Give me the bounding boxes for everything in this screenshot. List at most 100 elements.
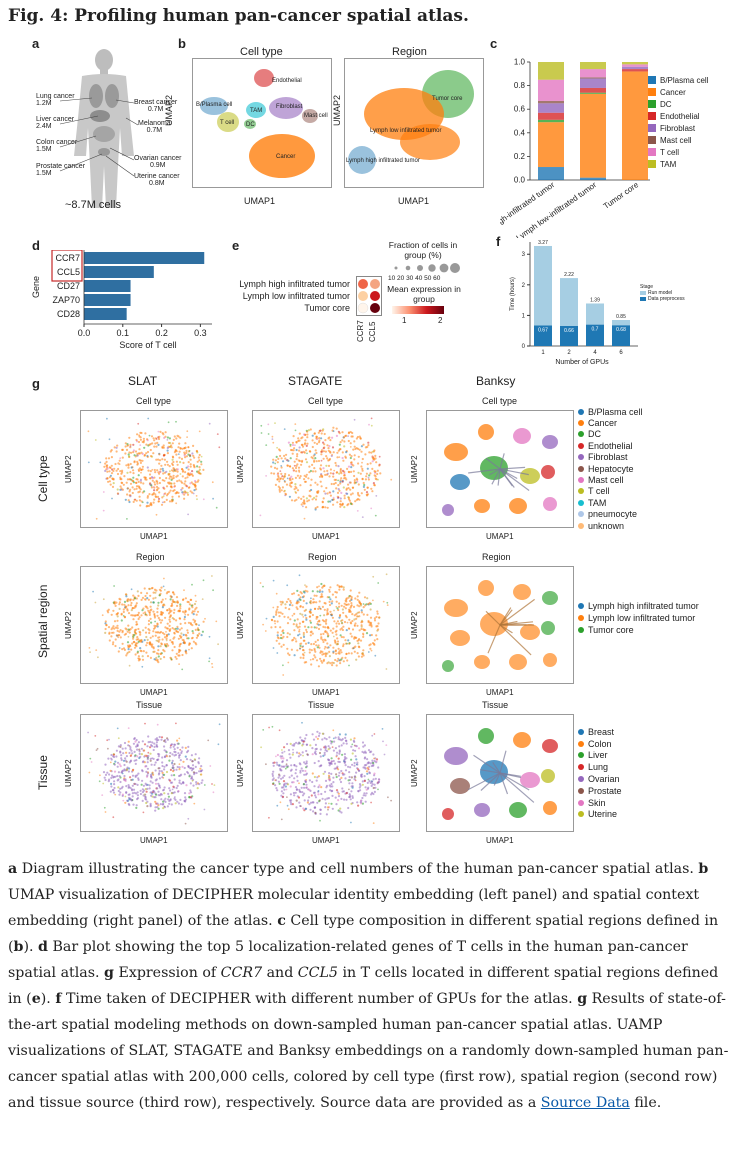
- c-bar-segment: [622, 64, 648, 67]
- g-legend-item: Cancer: [578, 417, 643, 428]
- g-legend-dot: [578, 442, 584, 449]
- g-legend-dot: [578, 420, 584, 427]
- g-cluster-blob: [513, 584, 531, 600]
- c-bar-segment: [538, 167, 564, 180]
- g-legend-dot: [578, 615, 584, 621]
- c-legend-item: Endothelial: [648, 110, 708, 122]
- e-size-ticks: 10 20 30 40 50 60: [388, 275, 441, 282]
- g-legend-item: DC: [578, 429, 643, 440]
- c-bar-segment: [538, 122, 564, 168]
- c-bar-segment: [580, 177, 606, 180]
- g-cluster-blob: [474, 803, 490, 817]
- d-ytick: CD28: [57, 309, 80, 319]
- g-legend-tissue: Breast Colon Liver Lung Ovarian Prostate Skin U…: [578, 726, 622, 820]
- f-xtick: 6: [619, 350, 623, 356]
- g-legend-dot: [578, 776, 584, 783]
- g-legend-dot: [578, 627, 584, 633]
- g-ylabel: UMAP2: [410, 759, 419, 787]
- f-prep-label: 0.7: [592, 327, 599, 333]
- f-xtick: 1: [541, 350, 545, 356]
- panel-letter-g: g: [32, 376, 40, 391]
- g-subplot-title: Cell type: [136, 396, 172, 406]
- g-legend-dot: [578, 752, 584, 759]
- g-legend-label: DC: [588, 429, 601, 440]
- g-legend-label: Cancer: [588, 418, 618, 429]
- e-size-legend: [394, 263, 460, 273]
- caption-panel-ref: a: [8, 861, 18, 877]
- g-legend-item: Prostate: [578, 785, 622, 797]
- dot-core-ccr7: [357, 302, 369, 314]
- g-col-title: Banksy: [476, 374, 516, 388]
- f-legend-label: Data preprocess: [648, 296, 685, 302]
- panel-letter-e: e: [232, 238, 240, 253]
- e-row-label: Lymph low infiltrated tumor: [242, 291, 350, 301]
- g-cluster-blob: [474, 655, 490, 669]
- f-bar-preprocess: [586, 324, 604, 346]
- g-legend-dot: [578, 764, 584, 771]
- g-legend-item: Uterine: [578, 809, 622, 821]
- g-legend-item: T cell: [578, 486, 643, 497]
- f-bar-preprocess: [612, 325, 630, 346]
- g-cluster-blob: [442, 808, 454, 820]
- d-ylabel: Gene: [31, 276, 41, 298]
- source-data-link[interactable]: Source Data: [540, 1095, 630, 1111]
- c-bar-segment: [580, 62, 606, 70]
- c-xtick: Tumor core: [602, 180, 641, 211]
- g-legend-label: Colon: [588, 738, 612, 749]
- g-legend-item: pneumocyte: [578, 509, 643, 520]
- caption-text: Results of state-of-the-art spatial mode…: [8, 991, 729, 1111]
- f-ytick: 1: [522, 313, 526, 319]
- lbl-tam: TAM: [250, 108, 263, 114]
- f-bar-run: [612, 320, 630, 326]
- g-legend-item: unknown: [578, 520, 643, 531]
- g-legend-dot: [578, 488, 584, 495]
- g-cluster-blob: [474, 499, 490, 513]
- g-cluster-blob: [513, 732, 531, 748]
- g-legend-label: T cell: [588, 486, 610, 497]
- c-legend-item: DC: [648, 98, 708, 110]
- f-legend-swatch: [640, 297, 646, 301]
- g-col-title: SLAT: [128, 374, 158, 388]
- f-legend: Stage Run model Data preprocess: [640, 284, 685, 302]
- e-color-title: Mean expression in group: [387, 284, 461, 304]
- c-legend-label: TAM: [660, 159, 677, 169]
- g-subplot-title: Tissue: [482, 700, 509, 710]
- g-legend-dot: [578, 740, 584, 747]
- g-xlabel: UMAP1: [486, 532, 514, 541]
- g-legend-dot: [578, 454, 584, 461]
- g-cluster-blob: [444, 747, 468, 765]
- g-legend-celltype: B/Plasma cell Cancer DC Endothelial Fibrobla…: [578, 406, 643, 531]
- c-legend-swatch: [648, 112, 656, 120]
- g-ylabel: UMAP2: [236, 759, 245, 787]
- d-highlight-box: [51, 250, 83, 282]
- f-total-label: 3.27: [538, 240, 548, 246]
- c-legend-swatch: [648, 88, 656, 96]
- g-legend-dot: [578, 799, 584, 806]
- b-right-title: Region: [392, 46, 427, 58]
- g-cluster-blob: [478, 728, 494, 744]
- g-subplot-title: Region: [482, 552, 511, 562]
- c-legend-item: Fibroblast: [648, 122, 708, 134]
- g-legend-item: B/Plasma cell: [578, 406, 643, 417]
- c-bar-segment: [580, 78, 606, 88]
- f-prep-label: 0.66: [564, 328, 574, 334]
- caption-text: in T cells located in different spatial …: [8, 965, 719, 1007]
- human-body-illustration: [74, 49, 134, 208]
- e-col-ccr7: CCR7: [356, 320, 365, 342]
- g-legend-label: Breast: [588, 726, 615, 737]
- c-legend-label: Mast cell: [660, 135, 692, 145]
- g-xlabel: UMAP1: [312, 688, 340, 697]
- c-legend-swatch: [648, 160, 656, 168]
- g-legend-label: Skin: [588, 797, 606, 808]
- g-legend-label: Lymph high infiltrated tumor: [588, 601, 699, 611]
- g-xlabel: UMAP1: [486, 836, 514, 845]
- g-umap-plot: [426, 410, 574, 528]
- c-bar-segment: [622, 62, 648, 65]
- c-legend-item: B/Plasma cell: [648, 74, 708, 86]
- f-bar-run: [534, 245, 552, 326]
- g-cluster-blob: [478, 424, 494, 440]
- c-legend-label: Cancer: [660, 87, 686, 97]
- caption-text: Cell type composition in different spati…: [8, 913, 719, 955]
- figure-title: Fig. 4: Profiling human pan-cancer spati…: [8, 6, 469, 26]
- b-right-xlabel: UMAP1: [398, 196, 430, 206]
